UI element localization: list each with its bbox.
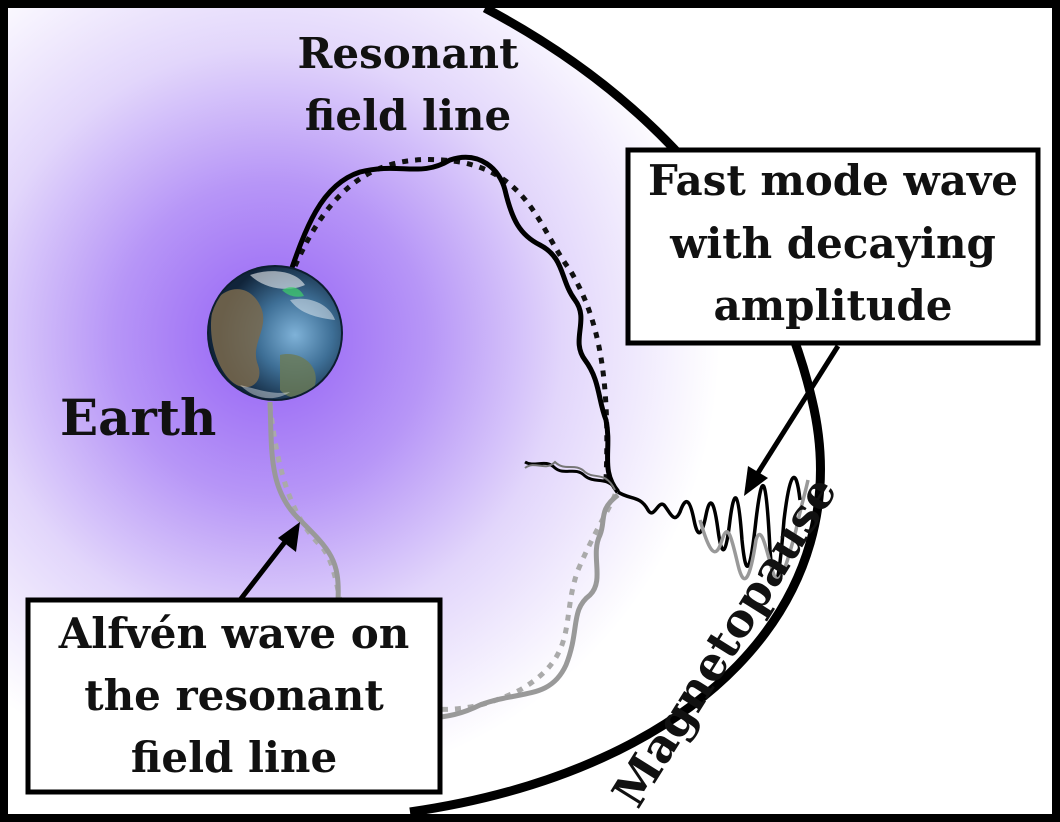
earth-globe [207, 265, 343, 401]
fast-wave-label-line-1: Fast mode wave [648, 156, 1018, 205]
alfven-wave-label-line-2: the resonant [84, 671, 384, 720]
magnetopause-boundary [409, 4, 825, 817]
alfven-wave-label-line-3: field line [131, 733, 337, 782]
arrow-to-alfven-wave [238, 522, 300, 602]
earth-label: Earth [60, 388, 216, 447]
alfven-wave-label-line-1: Alfvén wave on [58, 609, 410, 658]
fast-mode-wave-lower [698, 479, 810, 581]
incoming-wave-dark [524, 460, 617, 490]
fast-wave-label-line-3: amplitude [714, 281, 953, 330]
fast-wave-label-box [625, 147, 1041, 346]
arrow-to-fast-wave [744, 344, 841, 496]
field-line-north-solid [284, 154, 621, 494]
resonant-label-line-2: field line [305, 91, 511, 140]
field-line-south-solid [267, 401, 620, 720]
resonant-label-line-1: Resonant [298, 29, 520, 78]
alfven-wave-label-box [25, 597, 443, 795]
fast-wave-label-line-2: with decaying [669, 219, 996, 268]
incoming-wave-light [524, 460, 616, 491]
